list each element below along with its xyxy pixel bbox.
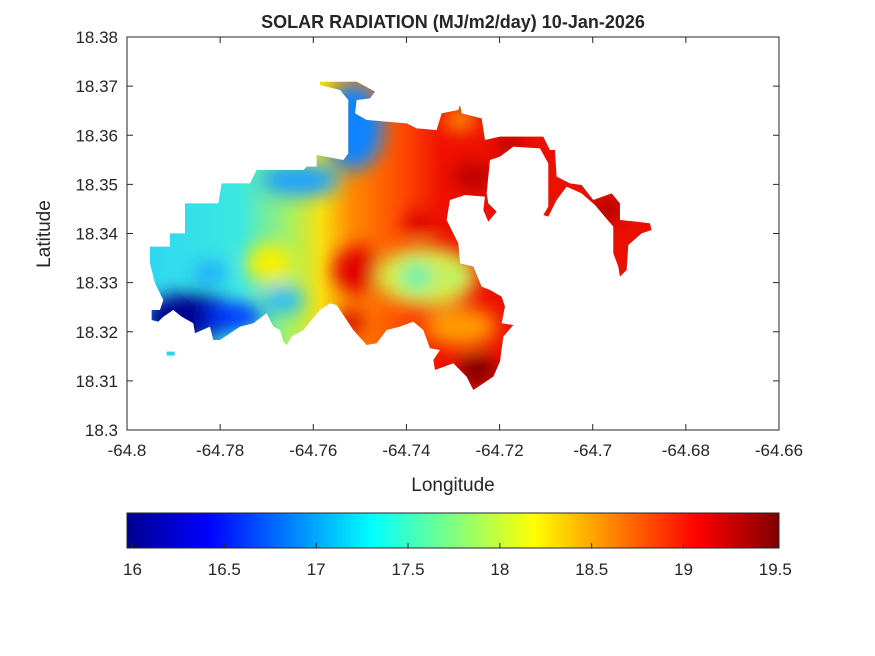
x-tick-label: -64.78 — [196, 441, 244, 460]
field-blob-north-lightblue — [259, 163, 340, 197]
colorbar-tick-label: 16 — [123, 560, 142, 579]
colorbar-tick-label: 19.5 — [759, 560, 792, 579]
field-blob-east-green — [399, 261, 434, 292]
y-tick-label: 18.37 — [75, 77, 118, 96]
x-tick-label: -64.66 — [755, 441, 803, 460]
colorbar-tick-label: 18.5 — [575, 560, 608, 579]
field-blob-red1 — [403, 211, 437, 235]
y-tick-label: 18.36 — [75, 126, 118, 145]
field-blob-south-blue — [263, 286, 304, 314]
y-tick-label: 18.33 — [75, 274, 118, 293]
colorbar-tick-label: 16.5 — [208, 560, 241, 579]
field-blob-yellow — [246, 243, 294, 284]
x-tick-label: -64.68 — [662, 441, 710, 460]
colorbar-tick-label: 17 — [307, 560, 326, 579]
field-blob-sw-blue — [203, 303, 264, 330]
colorbar-tick-label: 18 — [490, 560, 509, 579]
field-blob-west-blue — [193, 261, 227, 285]
x-tick-label: -64.7 — [573, 441, 612, 460]
x-ticks: -64.8 -64.78 -64.76 -64.74 -64.72 -64.7 -64.68… — [108, 37, 803, 460]
y-axis-label: Latitude — [34, 200, 55, 268]
x-tick-label: -64.76 — [289, 441, 337, 460]
y-tick-label: 18.35 — [75, 175, 118, 194]
colorbar-ticks: 16 16.5 17 17.5 18 18.5 19 19.5 — [123, 543, 792, 579]
x-tick-label: -64.74 — [382, 441, 430, 460]
colorbar-tick-label: 17.5 — [391, 560, 424, 579]
field-blob-south-orange — [423, 306, 497, 347]
y-tick-label: 18.31 — [75, 372, 118, 391]
colorbar — [126, 512, 780, 549]
x-tick-label: -64.8 — [108, 441, 147, 460]
y-ticks: 18.3 18.31 18.32 18.33 18.34 18.35 18.36 18.37 1… — [75, 28, 779, 440]
field-blob-east-green2 — [443, 268, 464, 285]
y-tick-label: 18.34 — [75, 225, 118, 244]
field-blob-center-red — [333, 246, 387, 294]
x-tick-label: -64.72 — [475, 441, 523, 460]
field-blob-red2 — [453, 163, 494, 190]
y-tick-label: 18.38 — [75, 28, 118, 47]
x-axis-label: Longitude — [411, 475, 494, 496]
y-tick-label: 18.3 — [85, 421, 118, 440]
chart-title: SOLAR RADIATION (MJ/m2/day) 10-Jan-2026 — [261, 12, 645, 32]
y-tick-label: 18.32 — [75, 323, 118, 342]
colorbar-tick-label: 19 — [674, 560, 693, 579]
